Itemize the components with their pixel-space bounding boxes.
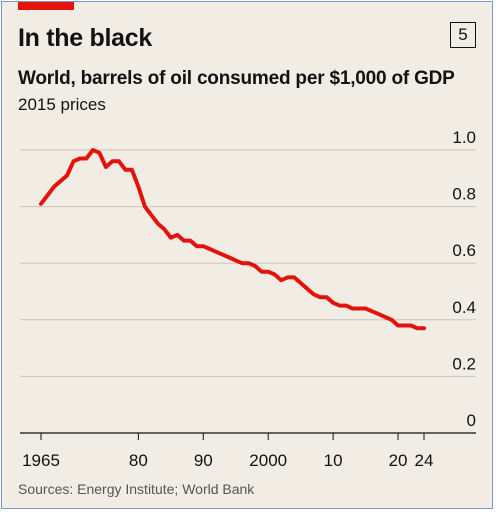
data-point — [190, 240, 191, 241]
data-point — [203, 246, 204, 247]
data-point — [385, 317, 386, 318]
data-point — [404, 325, 405, 326]
chart-subtitle: World, barrels of oil consumed per $1,00… — [18, 68, 455, 89]
x-tick-label: 20 — [389, 451, 408, 470]
data-point — [183, 240, 184, 241]
source-note: Sources: Energy Institute; World Bank — [18, 481, 255, 497]
data-point — [261, 271, 262, 272]
data-point — [92, 150, 93, 151]
data-point — [222, 254, 223, 255]
data-point — [274, 274, 275, 275]
y-tick-label: 0 — [467, 411, 476, 430]
series-layer — [39, 148, 426, 331]
y-axis-ticks: 0 0.2 0.4 0.6 0.8 1.0 — [452, 128, 476, 430]
data-point — [287, 277, 288, 278]
x-tick-label: 1965 — [22, 451, 60, 470]
y-tick-label: 0.6 — [452, 241, 476, 260]
chart-number-badge: 5 — [450, 22, 476, 48]
x-axis-ticks: 1965 80 90 2000 10 20 24 — [22, 433, 433, 470]
data-point — [248, 263, 249, 264]
data-point — [131, 169, 132, 170]
data-point — [255, 266, 256, 267]
data-point — [398, 325, 399, 326]
chart-title: In the black — [18, 24, 152, 52]
data-point — [313, 294, 314, 295]
brand-accent-bar — [18, 2, 74, 10]
data-point — [307, 288, 308, 289]
data-point — [300, 283, 301, 284]
data-point — [79, 158, 80, 159]
x-tick-label: 2000 — [249, 451, 287, 470]
data-point — [391, 319, 392, 320]
data-point — [105, 167, 106, 168]
data-point — [209, 249, 210, 250]
data-point — [67, 175, 68, 176]
data-point — [41, 203, 42, 204]
y-tick-label: 0.8 — [452, 185, 476, 204]
data-point — [372, 311, 373, 312]
data-point — [326, 297, 327, 298]
data-point — [99, 152, 100, 153]
data-point — [47, 195, 48, 196]
data-point — [424, 328, 425, 329]
data-point — [138, 186, 139, 187]
data-point — [151, 215, 152, 216]
data-point — [235, 260, 236, 261]
y-tick-label: 0.2 — [452, 354, 476, 373]
data-point — [118, 161, 119, 162]
data-point — [333, 302, 334, 303]
data-point — [177, 234, 178, 235]
x-tick-label: 10 — [324, 451, 343, 470]
data-point — [339, 305, 340, 306]
y-tick-label: 0.4 — [452, 298, 476, 317]
y-tick-label: 1.0 — [452, 128, 476, 147]
data-point — [320, 297, 321, 298]
data-point — [60, 181, 61, 182]
data-point — [144, 206, 145, 207]
chart-units-note: 2015 prices — [18, 95, 106, 114]
data-point — [196, 246, 197, 247]
data-point — [378, 314, 379, 315]
x-tick-label: 80 — [129, 451, 148, 470]
data-point — [294, 277, 295, 278]
data-point — [54, 186, 55, 187]
data-point — [417, 328, 418, 329]
data-point — [125, 169, 126, 170]
series-line — [39, 148, 426, 331]
data-point — [281, 280, 282, 281]
x-tick-label: 90 — [194, 451, 213, 470]
data-point — [346, 305, 347, 306]
data-point — [73, 161, 74, 162]
data-point — [365, 308, 366, 309]
data-point — [112, 161, 113, 162]
data-point — [170, 237, 171, 238]
data-point — [352, 308, 353, 309]
data-point — [164, 229, 165, 230]
gridlines — [20, 149, 476, 434]
data-point — [411, 325, 412, 326]
data-point — [242, 263, 243, 264]
data-point — [86, 158, 87, 159]
x-tick-label: 24 — [415, 451, 434, 470]
data-point — [216, 251, 217, 252]
data-point — [157, 223, 158, 224]
data-point — [229, 257, 230, 258]
data-point — [359, 308, 360, 309]
data-point — [268, 271, 269, 272]
